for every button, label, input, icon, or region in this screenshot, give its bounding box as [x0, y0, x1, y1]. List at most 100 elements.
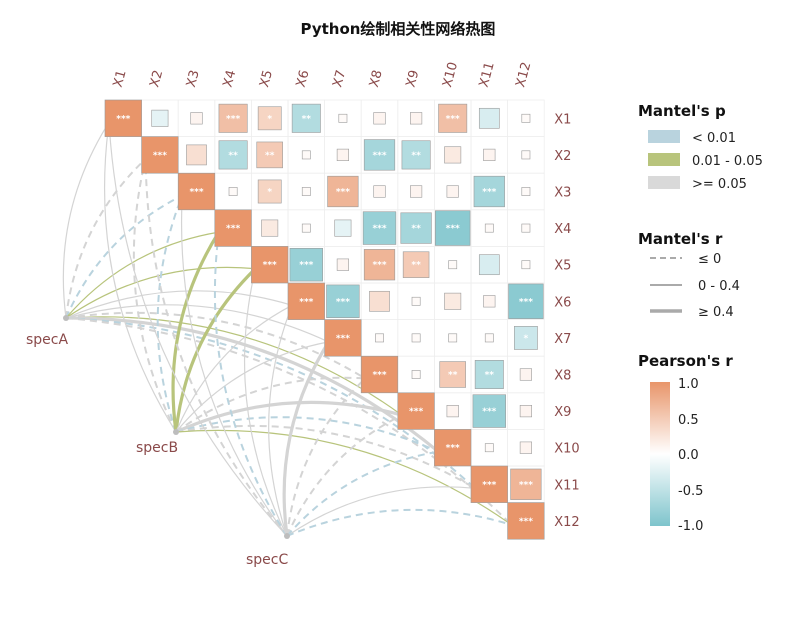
heatmap-cell-X10-X11: [484, 443, 494, 453]
significance-label-X6-X12: ***: [519, 297, 533, 307]
significance-label-X5-X8: ***: [372, 261, 386, 271]
heatmap-cell-X9-X10: [446, 405, 459, 418]
significance-label-X2-X5: **: [265, 151, 275, 161]
heatmap-cell-X2-X7: [336, 148, 349, 161]
significance-label-X8-X8: ***: [372, 371, 386, 381]
significance-label-X1-X4: ***: [226, 114, 240, 124]
legend-pearson-tick-0: 0.0: [678, 448, 699, 463]
column-label-X12: X12: [513, 61, 534, 89]
heatmap-cell-X2-X5: [256, 141, 283, 169]
heatmap-cell-X1-X2: [151, 109, 169, 127]
row-label-X9: X9: [554, 405, 571, 420]
legend-p-label-lt001: < 0.01: [692, 131, 736, 146]
heatmap-cell-X1-X7: [338, 113, 348, 123]
significance-label-X5-X5: ***: [263, 261, 277, 271]
significance-label-X2-X4: **: [228, 151, 238, 161]
heatmap-cell-X1-X1: [104, 99, 142, 137]
mantel-link-specC-X3: [181, 195, 288, 537]
row-label-X3: X3: [554, 186, 571, 201]
significance-label-X2-X9: **: [411, 151, 421, 161]
heatmap-cell-X1-X6: [291, 103, 321, 133]
heatmap-cell-X9-X9: [397, 392, 435, 430]
row-label-X8: X8: [554, 369, 571, 384]
legend-pearson-r: Pearson's r 1.0 0.5 0.0 -0.5 -1.0: [638, 352, 733, 534]
mantel-link-specC-X7: [282, 341, 330, 537]
heatmap-cell-X4-X7: [334, 219, 352, 237]
heatmap-cell-X6-X9: [411, 296, 421, 306]
heatmap-cell-X5-X8: [363, 249, 396, 281]
heatmap-cell-X6-X12: [508, 283, 544, 319]
heatmap-cell-X8-X8: [360, 355, 399, 394]
significance-label-X4-X9: **: [411, 224, 421, 234]
chart-title: Python绘制相关性网络热图: [301, 20, 496, 38]
mantel-link-specB-X4: [171, 231, 221, 433]
mantel-link-specA-X6: [65, 290, 293, 319]
row-label-X1: X1: [554, 112, 571, 127]
significance-label-X4-X8: ***: [372, 224, 386, 234]
heatmap-cell-X3-X12: [521, 187, 531, 196]
spec-node-specC: [284, 533, 290, 539]
heatmap-cell-X5-X12: [521, 260, 531, 270]
heatmap-cell-X1-X4: [218, 103, 248, 133]
significance-label-X5-X6: ***: [299, 261, 313, 271]
spec-label-specC: specC: [246, 552, 288, 568]
significance-label-X3-X3: ***: [189, 188, 203, 198]
heatmap-cell-X1-X11: [478, 107, 500, 129]
heatmap-cell-X7-X9: [411, 333, 421, 343]
heatmap-cell-X11-X12: [510, 468, 542, 500]
legend-p-label-001-005: 0.01 - 0.05: [692, 154, 763, 169]
heatmap-cell-X2-X8: [363, 139, 396, 171]
heatmap-cell-X7-X10: [448, 333, 458, 343]
mantel-link-specC-X1: [108, 122, 288, 537]
heatmap-cells: *** *** * ** ****** ** ** *** ***** * *** ****** ***…: [104, 99, 545, 540]
legend-pearson-tick-neg1: -1.0: [678, 519, 703, 534]
heatmap-cell-X9-X12: [519, 405, 532, 418]
heatmap-cell-X7-X8: [375, 333, 384, 343]
legend-mantel-p-title: Mantel's p: [638, 102, 726, 120]
spec-label-specA: specA: [26, 332, 68, 348]
mantel-link-specB-X5: [174, 267, 257, 433]
mantel-link-specB-X9: [175, 400, 403, 434]
legend-p-label-ge005: >= 0.05: [692, 177, 747, 192]
heatmap-cell-X6-X7: [326, 284, 360, 318]
legend-r-label-0-04: 0 - 0.4: [698, 279, 740, 294]
heatmap-cell-X3-X6: [301, 187, 311, 196]
legend-pearson-tick-1: 1.0: [678, 377, 699, 392]
column-label-X5: X5: [257, 69, 276, 89]
significance-label-X11-X12: ***: [519, 480, 533, 490]
mantel-link-specC-X4: [213, 231, 288, 537]
significance-label-X4-X10: ***: [446, 224, 460, 234]
significance-label-X6-X6: ***: [299, 297, 313, 307]
mantel-link-specB-X3: [156, 195, 184, 433]
significance-label-X9-X11: ***: [482, 407, 496, 417]
legend-mantel-r-title: Mantel's r: [638, 230, 723, 248]
legend-pearson-tick-neg0.5: -0.5: [678, 484, 703, 499]
heatmap-cell-X7-X11: [484, 333, 494, 343]
row-label-X2: X2: [554, 149, 571, 164]
column-label-X8: X8: [367, 69, 386, 89]
significance-label-X7-X12: *: [524, 334, 529, 344]
heatmap-cell-X2-X11: [483, 148, 496, 161]
row-label-X5: X5: [554, 259, 571, 274]
heatmap-cell-X10-X12: [519, 441, 532, 454]
heatmap-cell-X3-X7: [327, 175, 359, 208]
row-label-X12: X12: [554, 515, 579, 530]
heatmap-cell-X7-X7: [324, 319, 362, 357]
mantel-links: [62, 119, 515, 537]
significance-label-X11-X11: ***: [482, 480, 496, 490]
spec-node-specB: [173, 429, 179, 435]
significance-label-X1-X10: ***: [446, 114, 460, 124]
significance-label-X2-X2: ***: [153, 151, 167, 161]
heatmap-cell-X4-X9: [400, 212, 432, 244]
heatmap-cell-X4-X6: [301, 223, 311, 233]
heatmap-cell-X4-X12: [521, 223, 531, 233]
heatmap-cell-X1-X12: [521, 113, 531, 123]
significance-label-X5-X9: **: [411, 261, 421, 271]
significance-label-X10-X10: ***: [446, 444, 460, 454]
heatmap-cell-X10-X10: [434, 429, 472, 467]
mantel-link-specB-X1: [103, 122, 177, 433]
significance-label-X7-X7: ***: [336, 334, 350, 344]
heatmap-cell-X9-X11: [472, 394, 506, 428]
column-label-X9: X9: [403, 69, 422, 89]
significance-label-X1-X5: *: [267, 114, 272, 124]
